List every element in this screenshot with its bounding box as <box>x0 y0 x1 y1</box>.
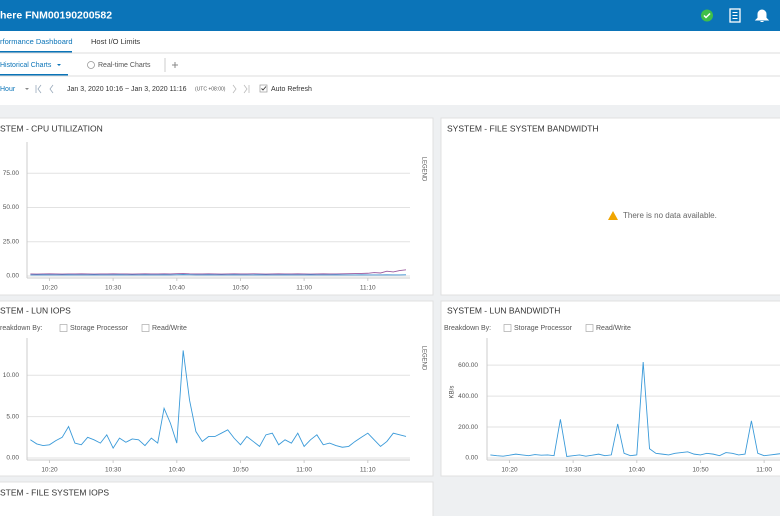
x-tick-label: 10:20 <box>41 467 58 474</box>
chart-title: STEM - LUN IOPS <box>0 305 71 315</box>
no-data-message: There is no data available. <box>623 211 717 220</box>
x-tick-label: 10:40 <box>629 467 646 474</box>
x-tick-label: 10:40 <box>169 467 186 474</box>
toolbar <box>0 77 780 105</box>
series-line <box>30 350 407 449</box>
series-line <box>490 361 780 457</box>
x-tick-label: 10:40 <box>169 285 186 292</box>
x-tick-label: 11:00 <box>296 467 312 474</box>
y-tick-label: 0.00 <box>465 455 478 462</box>
dropdown-caret <box>25 88 29 90</box>
breakdown-option: Read/Write <box>596 325 631 332</box>
y-tick-label: 400.00 <box>458 393 478 400</box>
panel <box>0 300 434 477</box>
panel-title: SYSTEM - FILE SYSTEM BANDWIDTH <box>447 123 599 133</box>
checkbox[interactable] <box>141 324 150 332</box>
y-tick-label: 75.00 <box>3 170 20 177</box>
charts: STEM - CPU UTILIZATION LEGEND 0.00 25.00 50.… <box>0 123 780 474</box>
checkbox[interactable] <box>503 324 512 332</box>
x-tick-label: 11:10 <box>360 467 376 474</box>
legend-toggle[interactable]: LEGEND <box>420 157 426 182</box>
warning-icon <box>608 211 618 220</box>
y-tick-label: 10.00 <box>3 372 20 379</box>
time-range: Jan 3, 2020 10:16 ~ Jan 3, 2020 11:16 <box>67 86 187 93</box>
subtab[interactable]: Real-time Charts <box>98 62 151 69</box>
panel <box>0 481 434 516</box>
checkbox[interactable] <box>585 324 594 332</box>
jobs-icon[interactable] <box>729 8 741 23</box>
range-select[interactable]: Hour <box>0 86 16 93</box>
tab[interactable]: rformance Dashboard <box>0 37 73 46</box>
x-tick-label: 10:50 <box>232 467 249 474</box>
x-tick-label: 10:50 <box>232 285 249 292</box>
y-tick-label: 5.00 <box>6 413 19 420</box>
clock-icon <box>87 61 95 69</box>
nav-forward[interactable] <box>232 84 250 94</box>
tab-bar <box>0 31 780 53</box>
y-tick-label: 200.00 <box>458 424 478 431</box>
y-tick-label: 0.00 <box>6 455 19 462</box>
header-bar <box>0 0 780 31</box>
y-tick-label: 600.00 <box>458 362 478 369</box>
y-tick-label: 0.00 <box>6 273 19 280</box>
checkmark <box>261 86 267 91</box>
chart-title: SYSTEM - LUN BANDWIDTH <box>447 305 560 315</box>
nav-back[interactable] <box>35 84 54 94</box>
status-check <box>703 12 711 19</box>
checkbox[interactable] <box>59 324 68 332</box>
system-title: here FNM00190200582 <box>0 9 112 21</box>
x-tick-label: 10:30 <box>105 467 122 474</box>
alerts-icon[interactable] <box>754 9 770 22</box>
breakdown-option: Storage Processor <box>514 325 573 332</box>
y-axis-title: KB/s <box>450 386 456 399</box>
legend-toggle[interactable]: LEGEND <box>420 346 426 371</box>
x-tick-label: 11:10 <box>360 285 376 292</box>
x-tick-label: 10:30 <box>105 285 122 292</box>
y-tick-label: 50.00 <box>3 204 20 211</box>
dropdown-caret <box>57 64 61 66</box>
panel <box>440 300 780 477</box>
breakdown-option: Storage Processor <box>70 325 129 332</box>
auto-refresh-label: Auto Refresh <box>271 86 312 93</box>
y-tick-label: 25.00 <box>3 238 20 245</box>
checkbox[interactable] <box>259 84 268 93</box>
breakdown-label: reakdown By: <box>0 325 42 332</box>
subtab-bar <box>0 54 780 76</box>
panel <box>440 117 780 296</box>
chart-title: STEM - CPU UTILIZATION <box>0 123 103 133</box>
x-tick-label: 10:50 <box>692 467 709 474</box>
panel <box>0 117 434 296</box>
subtab[interactable]: Historical Charts <box>0 62 52 69</box>
series-line <box>30 269 407 275</box>
x-tick-label: 10:30 <box>565 467 582 474</box>
x-tick-label: 11:00 <box>296 285 312 292</box>
subtab-underline <box>0 74 68 76</box>
x-tick-label: 10:20 <box>41 285 58 292</box>
x-tick-label: 10:20 <box>501 467 518 474</box>
timezone: (UTC +08:00) <box>195 86 226 92</box>
jobs-lines <box>732 12 738 19</box>
tab[interactable]: Host I/O Limits <box>91 37 140 46</box>
tab-underline <box>0 51 72 53</box>
breakdown-label: Breakdown By: <box>444 325 491 332</box>
x-tick-label: 11:00 <box>756 467 772 474</box>
breakdown-option: Read/Write <box>152 325 187 332</box>
add-tab[interactable] <box>172 62 178 68</box>
panel-title: STEM - FILE SYSTEM IOPS <box>0 487 109 497</box>
